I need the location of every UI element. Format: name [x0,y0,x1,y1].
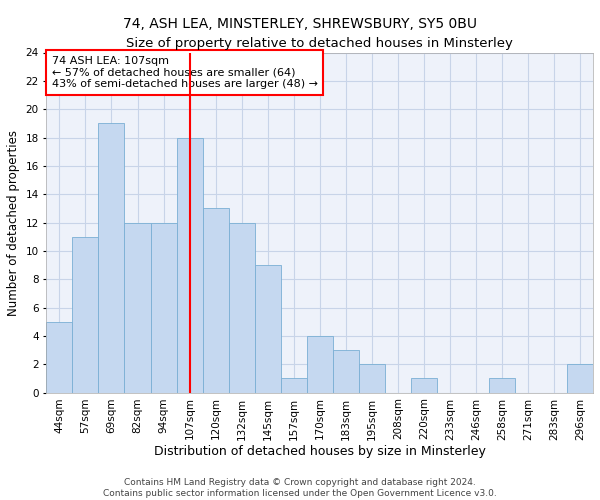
Bar [229,222,254,392]
Y-axis label: Number of detached properties: Number of detached properties [7,130,20,316]
Bar [307,336,333,392]
Bar [254,265,281,392]
Bar [98,124,124,392]
Bar [151,222,176,392]
Bar [359,364,385,392]
Bar [489,378,515,392]
Text: Contains HM Land Registry data © Crown copyright and database right 2024.
Contai: Contains HM Land Registry data © Crown c… [103,478,497,498]
Bar [203,208,229,392]
Bar [333,350,359,393]
Bar [124,222,151,392]
Bar [567,364,593,392]
Bar [73,236,98,392]
Text: 74, ASH LEA, MINSTERLEY, SHREWSBURY, SY5 0BU: 74, ASH LEA, MINSTERLEY, SHREWSBURY, SY5… [123,18,477,32]
X-axis label: Distribution of detached houses by size in Minsterley: Distribution of detached houses by size … [154,445,485,458]
Title: Size of property relative to detached houses in Minsterley: Size of property relative to detached ho… [126,37,513,50]
Text: 74 ASH LEA: 107sqm
← 57% of detached houses are smaller (64)
43% of semi-detache: 74 ASH LEA: 107sqm ← 57% of detached hou… [52,56,318,89]
Bar [46,322,73,392]
Bar [411,378,437,392]
Bar [281,378,307,392]
Bar [176,138,203,392]
